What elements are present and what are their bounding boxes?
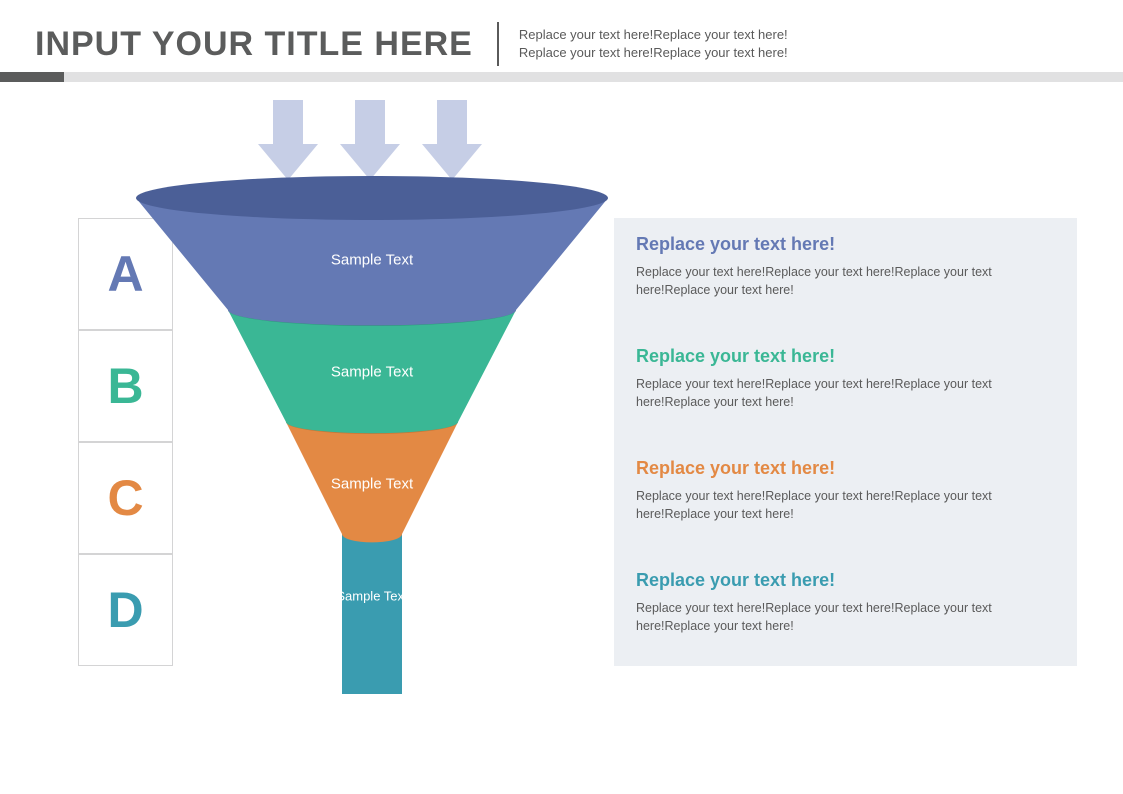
- down-arrow-icon: [258, 100, 318, 180]
- stage-text-panel: Replace your text here!Replace your text…: [614, 218, 1077, 330]
- stage-panel-title: Replace your text here!: [636, 458, 1055, 479]
- stage-text-panel: Replace your text here!Replace your text…: [614, 442, 1077, 554]
- header-divider: [497, 22, 499, 66]
- stage-panel-title: Replace your text here!: [636, 346, 1055, 367]
- stage-panel-body: Replace your text here!Replace your text…: [636, 375, 1055, 411]
- funnel-stage-label: Sample Text: [331, 251, 413, 268]
- stage-row: CReplace your text here!Replace your tex…: [78, 442, 1077, 554]
- slide: INPUT YOUR TITLE HERE Replace your text …: [0, 0, 1123, 794]
- down-arrow-icon: [422, 100, 482, 180]
- stage-letter: D: [78, 554, 173, 666]
- stage-panel-body: Replace your text here!Replace your text…: [636, 263, 1055, 299]
- stage-text-panel: Replace your text here!Replace your text…: [614, 330, 1077, 442]
- header-bar-light: [64, 72, 1123, 82]
- stage-row: DReplace your text here!Replace your tex…: [78, 554, 1077, 666]
- stage-letter: A: [78, 218, 173, 330]
- header-bar-dark: [0, 72, 64, 82]
- funnel-stage-label: Sample Text: [336, 588, 407, 603]
- page-title: INPUT YOUR TITLE HERE: [35, 25, 473, 64]
- input-arrows: [0, 100, 1123, 186]
- stage-row: BReplace your text here!Replace your tex…: [78, 330, 1077, 442]
- stage-letter: C: [78, 442, 173, 554]
- down-arrow-icon: [340, 100, 400, 180]
- page-subtitle: Replace your text here!Replace your text…: [519, 26, 788, 61]
- stage-letter: B: [78, 330, 173, 442]
- stage-text-panel: Replace your text here!Replace your text…: [614, 554, 1077, 666]
- stage-panel-title: Replace your text here!: [636, 234, 1055, 255]
- funnel-stage-label: Sample Text: [331, 475, 413, 492]
- stage-panel-body: Replace your text here!Replace your text…: [636, 599, 1055, 635]
- header-bar: [0, 72, 1123, 82]
- stage-panel-body: Replace your text here!Replace your text…: [636, 487, 1055, 523]
- stage-panel-title: Replace your text here!: [636, 570, 1055, 591]
- funnel-stage-label: Sample Text: [331, 363, 413, 380]
- stage-row: AReplace your text here!Replace your tex…: [78, 218, 1077, 330]
- header: INPUT YOUR TITLE HERE Replace your text …: [35, 22, 1088, 66]
